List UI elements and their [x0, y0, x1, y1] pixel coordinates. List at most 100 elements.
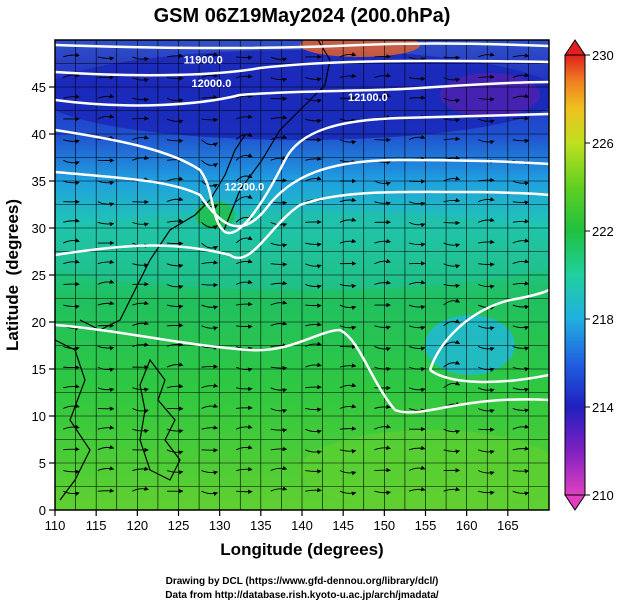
streamline: [512, 366, 530, 372]
streamline: [236, 324, 253, 329]
streamline: [339, 139, 357, 145]
streamline: [97, 259, 115, 265]
streamline: [478, 118, 495, 124]
streamline: [201, 470, 218, 475]
streamline: [132, 97, 149, 103]
streamline: [97, 279, 115, 285]
x-tick-label: 135: [250, 518, 272, 533]
colorbar-ticks: 210 214 218 222 226 230: [585, 48, 614, 503]
streamline: [63, 94, 80, 99]
streamline: [512, 304, 530, 310]
streamline: [478, 177, 495, 183]
streamline: [270, 115, 288, 120]
streamline: [374, 238, 391, 244]
streamline: [305, 303, 322, 308]
streamline: [339, 363, 357, 368]
streamline: [166, 362, 184, 368]
y-tick-label: 30: [32, 221, 46, 236]
streamline: [97, 466, 115, 471]
streamline: [166, 241, 184, 246]
streamline: [374, 258, 391, 265]
streamline: [443, 242, 461, 248]
streamline: [512, 325, 530, 331]
x-tick-label: 160: [456, 518, 478, 533]
contour-11800: [55, 42, 549, 50]
streamline: [166, 470, 184, 475]
streamline: [201, 117, 218, 123]
streamline: [408, 325, 426, 331]
streamline: [201, 490, 218, 497]
streamline: [63, 72, 80, 79]
streamline: [512, 115, 530, 121]
streamline: [443, 55, 461, 61]
colorbar-tick-label: 226: [592, 136, 614, 151]
streamline: [201, 403, 218, 409]
streamline: [236, 489, 253, 495]
streamline: [201, 242, 218, 251]
colorbar-bottom-arrow: [564, 494, 586, 511]
streamline: [63, 490, 80, 497]
streamline: [477, 387, 495, 393]
streamline: [374, 424, 391, 430]
streamline: [166, 138, 184, 144]
colorbar-tick-label: 218: [592, 312, 614, 327]
cold-blob-east: [425, 315, 515, 375]
streamline: [97, 444, 115, 451]
streamline: [132, 387, 149, 392]
streamline: [512, 446, 530, 451]
streamline: [478, 52, 495, 58]
streamline: [166, 53, 184, 58]
streamline: [166, 218, 184, 224]
streamline: [97, 180, 115, 186]
streamline: [63, 139, 80, 144]
streamline: [478, 490, 495, 496]
streamline: [339, 283, 357, 289]
streamline: [236, 386, 253, 392]
streamline: [512, 238, 530, 244]
streamline: [63, 259, 80, 265]
streamline: [408, 76, 426, 82]
streamline: [97, 425, 115, 430]
streamline: [132, 77, 149, 83]
streamline: [374, 346, 391, 352]
streamline: [270, 134, 288, 141]
colorbar-tick-label: 222: [592, 224, 614, 239]
streamline: [443, 449, 461, 454]
streamline: [443, 117, 461, 123]
streamline: [408, 304, 426, 310]
streamline: [270, 178, 288, 183]
colorbar-tick-label: 210: [592, 488, 614, 503]
streamline: [270, 321, 288, 327]
streamline: [63, 424, 80, 430]
streamline: [408, 387, 426, 393]
y-tick-label: 35: [32, 174, 46, 189]
streamline: [132, 155, 149, 161]
streamline: [443, 136, 461, 142]
x-tick-label: 145: [332, 518, 354, 533]
plot-area: 11900.0 12000.0 12100.0 11800.0 12200.0: [55, 40, 549, 510]
streamline: [443, 77, 461, 83]
streamline: [63, 346, 80, 351]
streamline: [97, 114, 115, 120]
streamline: [512, 138, 530, 144]
streamline: [478, 262, 495, 267]
streamline: [305, 487, 322, 493]
streamline: [305, 341, 322, 347]
streamline: [477, 408, 495, 414]
streamline: [201, 72, 218, 79]
x-tick-label: 150: [373, 518, 395, 533]
streamline: [305, 118, 322, 124]
streamline: [512, 218, 530, 224]
y-axis-ticks: 0 5 10 15 20 25 30 35 40 45: [32, 80, 55, 518]
streamline: [305, 384, 322, 390]
streamline: [477, 325, 495, 331]
streamline: [235, 93, 253, 99]
streamline: [374, 93, 391, 99]
streamline: [270, 486, 288, 492]
x-tick-label: 130: [209, 518, 231, 533]
y-tick-label: 10: [32, 409, 46, 424]
streamline: [512, 180, 530, 186]
colorbar-top-arrow: [564, 39, 586, 56]
streamline: [166, 283, 184, 290]
streamline: [339, 52, 357, 58]
